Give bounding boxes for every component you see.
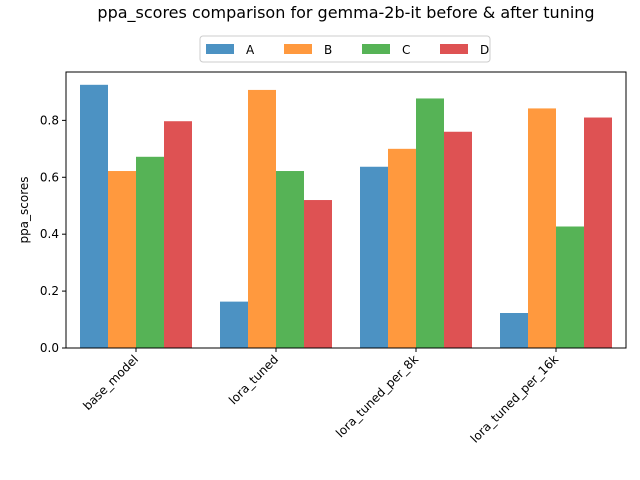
x-tick-label: lora_tuned_per_16k (468, 352, 561, 445)
legend-swatch-D (440, 44, 468, 54)
legend-label-C: C (402, 43, 410, 57)
legend-label-D: D (480, 43, 489, 57)
bar-C-lora_tuned (276, 171, 304, 348)
x-tick-label: lora_tuned (226, 352, 281, 407)
bar-C-lora_tuned_per_16k (556, 226, 584, 348)
legend-swatch-B (284, 44, 312, 54)
bar-B-lora_tuned (248, 89, 276, 348)
bar-D-base_model (164, 121, 192, 349)
bar-B-lora_tuned_per_8k (388, 148, 416, 348)
y-axis-label: ppa_scores (17, 176, 31, 243)
x-tick-label: lora_tuned_per_8k (333, 352, 421, 440)
legend-label-B: B (324, 43, 332, 57)
bar-D-lora_tuned_per_8k (444, 131, 472, 348)
legend-label-A: A (246, 43, 255, 57)
plot-area: 0.0 0.2 0.4 0.6 0.8 base_model lora_tuned lora_… (40, 71, 627, 446)
bar-C-lora_tuned_per_8k (416, 98, 444, 348)
bar-A-base_model (80, 84, 108, 348)
y-tick-label: 0.4 (40, 227, 59, 241)
bar-B-lora_tuned_per_16k (528, 108, 556, 348)
y-tick-label: 0.2 (40, 284, 59, 298)
chart-title: ppa_scores comparison for gemma-2b-it be… (97, 3, 594, 23)
y-tick-label: 0.6 (40, 170, 59, 184)
y-tick-label: 0.8 (40, 113, 59, 127)
bar-B-base_model (108, 171, 136, 348)
bar-D-lora_tuned_per_16k (584, 117, 612, 348)
bar-A-lora_tuned_per_8k (360, 166, 388, 348)
axes-frame (65, 71, 627, 349)
legend-frame (199, 35, 491, 63)
bar-A-lora_tuned (220, 301, 248, 348)
bar-A-lora_tuned_per_16k (500, 313, 528, 348)
legend: A B C D (199, 35, 491, 63)
bar-D-lora_tuned (304, 200, 332, 348)
x-tick-label: base_model (80, 352, 141, 413)
legend-swatch-A (206, 44, 234, 54)
bar-C-base_model (136, 156, 164, 348)
legend-swatch-C (362, 44, 390, 54)
y-tick-label: 0.0 (40, 341, 59, 355)
